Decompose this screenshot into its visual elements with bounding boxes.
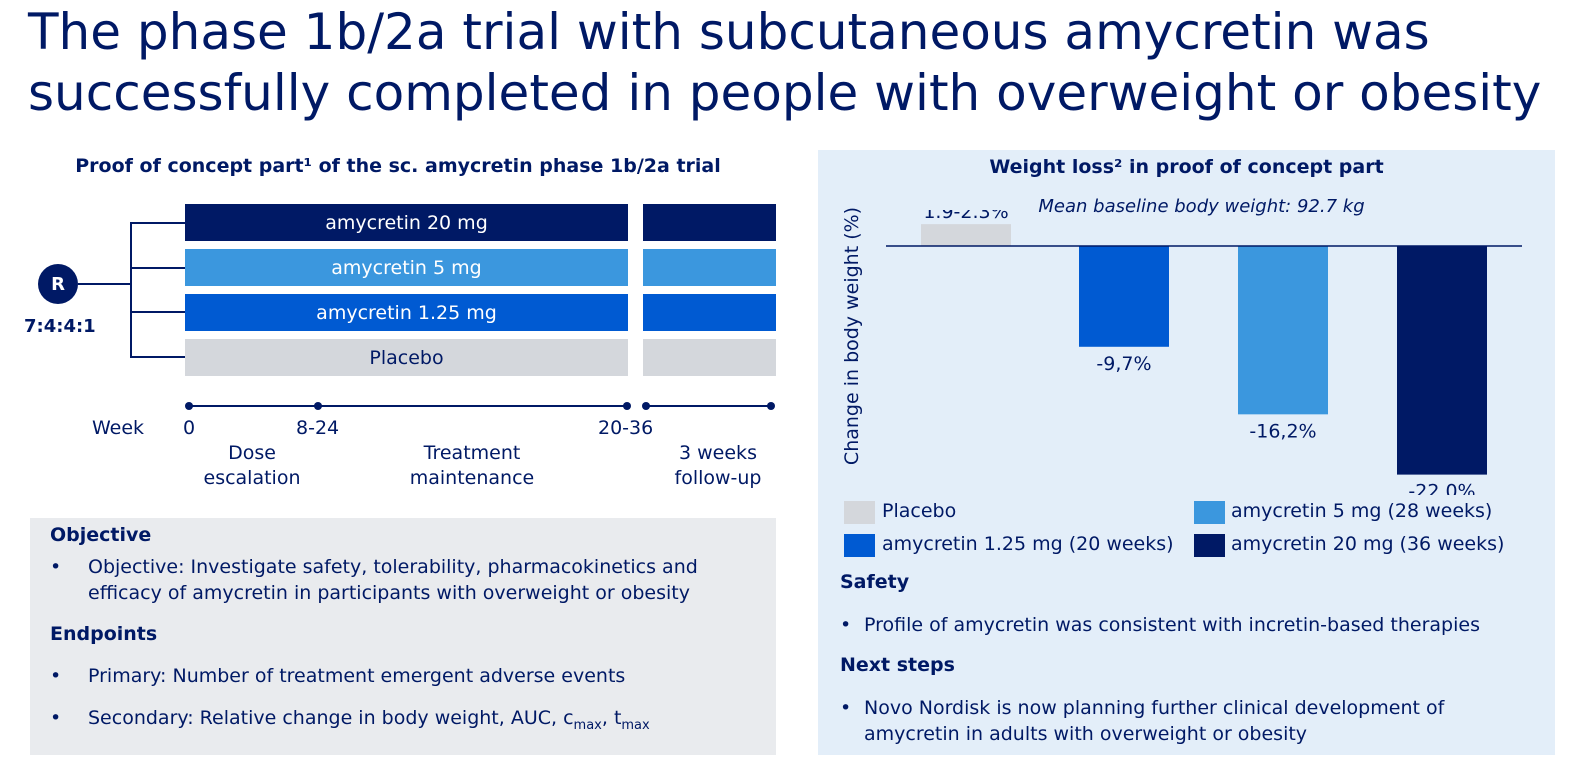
timeline-dot xyxy=(623,402,631,410)
week-tick-8-24: 8-24 xyxy=(296,417,340,439)
chart-bar-2 xyxy=(1238,245,1328,415)
randomization-icon: R xyxy=(38,264,78,304)
chart-bar-0 xyxy=(921,224,1011,246)
endpoint-secondary-text: Secondary: Relative change in body weigh… xyxy=(88,707,574,729)
legend-swatch-20mg xyxy=(1194,534,1225,557)
bullet: • xyxy=(50,556,62,578)
chart-subtitle: Mean baseline body weight: 92.7 kg xyxy=(1038,196,1365,217)
objective-panel xyxy=(30,518,776,755)
safety-text: Profile of amycretin was consistent with… xyxy=(864,614,1480,636)
week-tick-20-36: 20-36 xyxy=(598,417,654,439)
next-steps-item: • Novo Nordisk is now planning further c… xyxy=(840,695,1504,747)
arm-followup-1-25mg xyxy=(643,294,776,331)
connector-line xyxy=(130,311,185,313)
timeline-dot xyxy=(185,402,193,410)
arm-bar-1-25mg: amycretin 1.25 mg xyxy=(185,294,628,331)
arm-bar-20mg: amycretin 20 mg xyxy=(185,204,628,241)
page-title: The phase 1b/2a trial with subcutaneous … xyxy=(28,3,1542,122)
endpoints-heading: Endpoints xyxy=(50,623,158,645)
phase-dose-escalation: Dose escalation xyxy=(203,442,301,489)
arm-bar-5mg: amycretin 5 mg xyxy=(185,249,628,286)
bullet: • xyxy=(50,665,62,687)
endpoint-primary: • Primary: Number of treatment emergent … xyxy=(50,663,768,689)
phase-follow-up: 3 weeks follow-up xyxy=(674,442,762,489)
safety-item: • Profile of amycretin was consistent wi… xyxy=(840,612,1544,638)
legend-label-1-25mg: amycretin 1.25 mg (20 weeks) xyxy=(882,533,1174,555)
randomization-ratio: 7:4:4:1 xyxy=(24,316,96,337)
bullet: • xyxy=(840,697,852,719)
chart-data-label-1: -9,7% xyxy=(1096,353,1151,375)
bullet: • xyxy=(840,614,852,636)
week-tick-0: 0 xyxy=(183,417,196,439)
arm-followup-5mg xyxy=(643,249,776,286)
legend-swatch-placebo xyxy=(844,501,875,524)
timeline-axis-followup xyxy=(646,405,771,407)
next-steps-heading: Next steps xyxy=(840,654,955,676)
connector-line xyxy=(78,283,131,285)
weight-loss-chart: 1.9-2.3% -9,7% -16,2% -22,0% xyxy=(886,210,1522,495)
arm-followup-20mg xyxy=(643,204,776,241)
chart-data-label-2: -16,2% xyxy=(1249,420,1316,442)
phase-treatment-maintenance: Treatment maintenance xyxy=(409,442,535,489)
chart-bar-1 xyxy=(1079,245,1169,347)
endpoint-primary-text: Primary: Number of treatment emergent ad… xyxy=(88,665,626,687)
bullet: • xyxy=(50,707,62,729)
tmax-subscript: max xyxy=(621,717,650,733)
legend-label-20mg: amycretin 20 mg (36 weeks) xyxy=(1231,533,1505,555)
chart-data-label-0: 1.9-2.3% xyxy=(923,210,1008,223)
chart-data-label-3: -22,0% xyxy=(1408,481,1475,495)
objective-heading: Objective xyxy=(50,524,152,546)
cmax-subscript: max xyxy=(573,717,602,733)
design-title: Proof of concept part¹ of the sc. amycre… xyxy=(75,155,721,177)
chart-y-axis-label: Change in body weight (%) xyxy=(841,206,863,466)
safety-heading: Safety xyxy=(840,571,910,593)
timeline-dot xyxy=(642,402,650,410)
chart-title: Weight loss² in proof of concept part xyxy=(989,156,1384,178)
legend-label-placebo: Placebo xyxy=(882,500,957,522)
legend-label-5mg: amycretin 5 mg (28 weeks) xyxy=(1231,500,1493,522)
legend-swatch-5mg xyxy=(1194,501,1225,524)
legend-swatch-1-25mg xyxy=(844,534,875,557)
connector-line xyxy=(130,356,185,358)
connector-line xyxy=(130,222,132,358)
chart-bar-3 xyxy=(1397,245,1487,475)
arm-followup-placebo xyxy=(643,339,776,376)
arm-bar-placebo: Placebo xyxy=(185,339,628,376)
endpoint-secondary: • Secondary: Relative change in body wei… xyxy=(50,705,768,739)
objective-item: • Objective: Investigate safety, tolerab… xyxy=(50,554,748,606)
next-steps-text: Novo Nordisk is now planning further cli… xyxy=(864,697,1445,745)
timeline-axis xyxy=(189,405,627,407)
timeline-dot xyxy=(767,402,775,410)
week-label: Week xyxy=(92,417,145,439)
connector-line xyxy=(130,222,185,224)
connector-line xyxy=(130,267,185,269)
endpoint-secondary-sep: , t xyxy=(601,707,622,729)
objective-text: Objective: Investigate safety, tolerabil… xyxy=(88,556,698,604)
timeline-dot xyxy=(314,402,322,410)
